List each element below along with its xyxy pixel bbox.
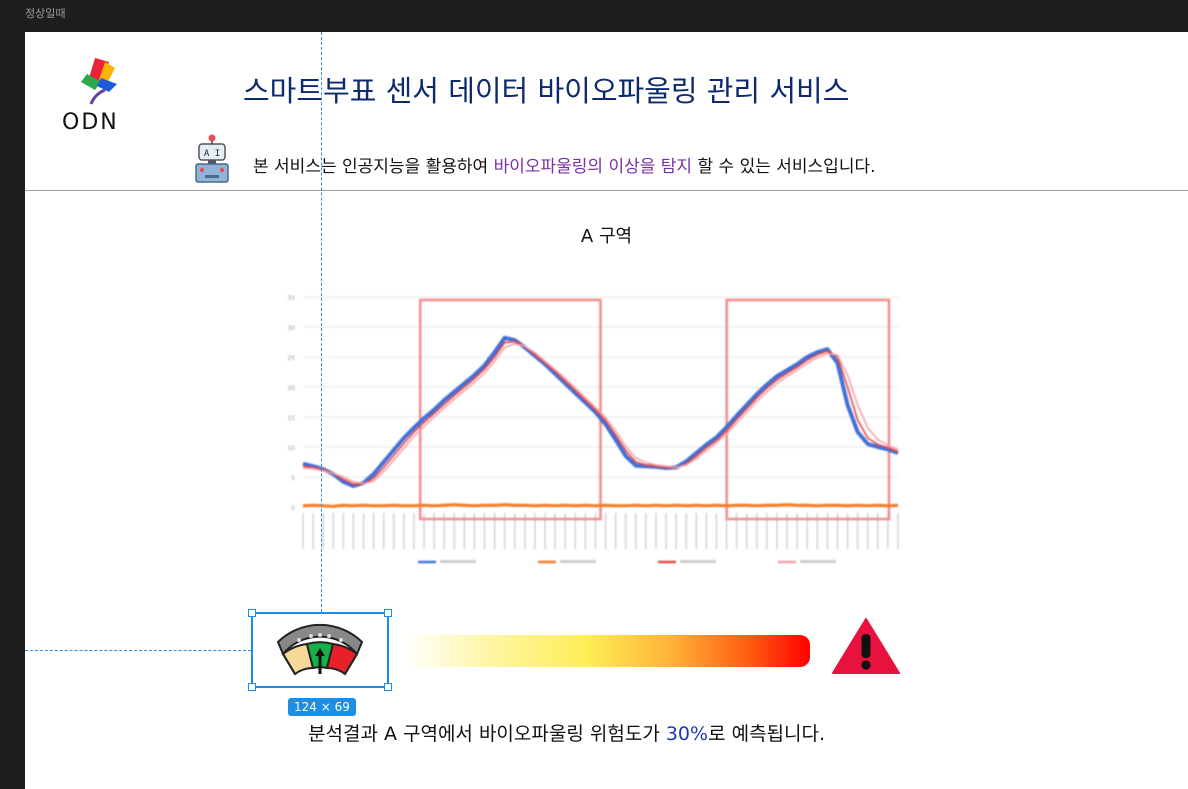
page-title: 스마트부표 센서 데이터 바이오파울링 관리 서비스 [243,74,850,108]
subtitle-highlight: 바이오파울링의 이상을 탐지 [493,157,693,177]
y-tick-label: 25 [287,355,295,362]
odn-logo [81,58,117,105]
y-tick-label: 20 [287,385,295,392]
y-tick-label: 0 [291,505,295,512]
sensor-line-chart: 0 5 10 15 20 25 30 35 [287,295,899,564]
legend-entry [800,560,836,563]
robot-label: A I [204,149,220,159]
resize-handle-top-right[interactable] [384,609,392,617]
frame-label: 정상일때 [25,7,66,20]
legend-entry [680,560,716,563]
risk-percent: 30% [665,723,709,745]
resize-handle-top-left[interactable] [248,609,256,617]
y-tick-label: 10 [287,445,295,452]
header-divider [25,190,1188,191]
series-line [302,343,899,485]
risk-gradient-bar [405,635,810,667]
series-line [302,340,899,485]
selection-size-label: 124 × 69 [288,698,356,716]
service-description: 본 서비스는 인공지능을 활용하여 바이오파울링의 이상을 탐지 할 수 있는 … [253,152,876,177]
robot-ai-icon: A I [195,134,229,183]
series-line [302,503,899,508]
gauge-icon [276,623,364,676]
alignment-guide-vertical [321,32,322,612]
analysis-result: 분석결과 A 구역에서 바이오파울링 위험도가 30%로 예측됩니다. [308,719,825,746]
resize-handle-bottom-left[interactable] [248,683,256,691]
legend-entry [560,560,596,563]
y-tick-label: 5 [291,475,295,482]
result-text-pre: 분석결과 A 구역에서 바이오파울링 위험도가 [308,723,666,745]
gauge-selection[interactable] [248,609,392,691]
y-tick-label: 35 [287,295,295,302]
result-text-post: 로 예측됩니다. [708,723,826,745]
highlight-range [418,298,602,521]
y-tick-label: 30 [287,325,295,332]
series-line [302,335,899,488]
highlight-range [725,298,891,521]
resize-handle-bottom-right[interactable] [384,683,392,691]
alignment-guide-horizontal [25,650,251,651]
legend-entry [440,560,476,563]
subtitle-text-post: 할 수 있는 서비스입니다. [692,157,876,177]
y-tick-label: 15 [287,415,295,422]
subtitle-text-pre: 본 서비스는 인공지능을 활용하여 [253,157,494,177]
warning-icon [832,618,900,674]
section-title: A 구역 [580,226,633,247]
artboard[interactable]: ODN 스마트부표 센서 데이터 바이오파울링 관리 서비스 A I 본 서비스… [25,32,1188,789]
logo-text: ODN [62,110,119,135]
